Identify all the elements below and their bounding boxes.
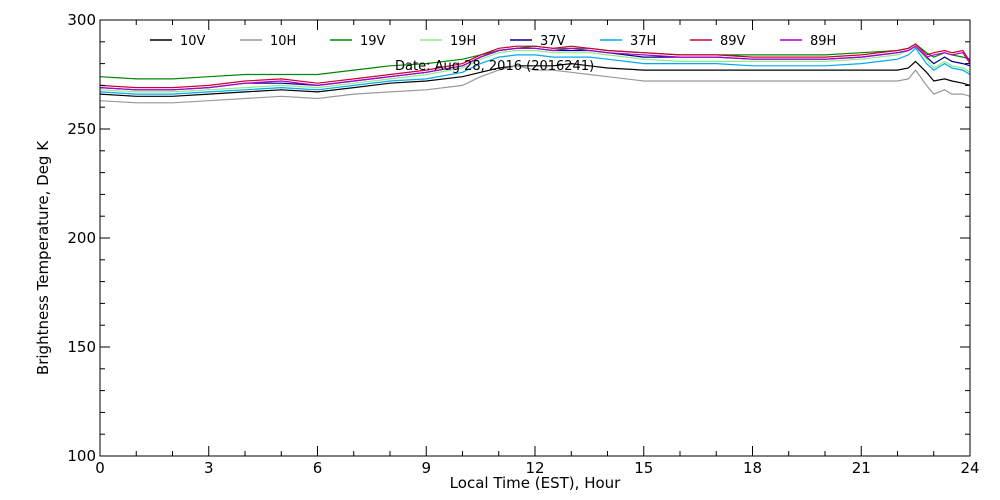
date-annotation: Date: Aug 28, 2016 (2016241) [395, 59, 594, 74]
x-tick-label: 18 [743, 459, 762, 477]
y-tick-label: 150 [67, 338, 96, 356]
x-tick-label: 0 [95, 459, 105, 477]
series-line-37h [99, 47, 971, 95]
x-tick-label: 15 [634, 459, 653, 477]
legend-label-37h: 37H [630, 34, 656, 49]
x-tick-label: 3 [204, 459, 214, 477]
legend-label-89v: 89V [720, 34, 746, 49]
x-tick-label: 6 [313, 459, 323, 477]
y-tick-label: 300 [67, 11, 96, 29]
x-tick-label: 12 [525, 459, 544, 477]
series-line-10v [99, 60, 971, 97]
series-line-89h [99, 45, 971, 91]
axes-layer: 0 3 6 9 12 15 18 21 24 100 150 200 250 300 [67, 11, 979, 477]
x-tick-label: 9 [421, 459, 431, 477]
legend-label-10h: 10H [270, 34, 296, 49]
legend-label-89h: 89H [810, 34, 836, 49]
legend-label-19v: 19V [360, 34, 386, 49]
x-axis-label: Local Time (EST), Hour [450, 474, 621, 492]
legend-label-19h: 19H [450, 34, 476, 49]
series-line-89v [99, 43, 971, 89]
legend-label-10v: 10V [180, 34, 206, 49]
y-tick-label: 200 [67, 229, 96, 247]
x-tick-label: 24 [960, 459, 979, 477]
x-tick-label: 21 [852, 459, 871, 477]
y-tick-label: 250 [67, 120, 96, 138]
y-tick-label: 100 [67, 447, 96, 465]
series-layer [99, 43, 971, 104]
legend-label-37v: 37V [540, 34, 566, 49]
series-line-10h [99, 65, 971, 104]
y-axis-label: Brightness Temperature, Deg K [34, 140, 52, 375]
legend: 10V 10H 19V 19H 37V 37H 89V 89H [150, 34, 836, 49]
